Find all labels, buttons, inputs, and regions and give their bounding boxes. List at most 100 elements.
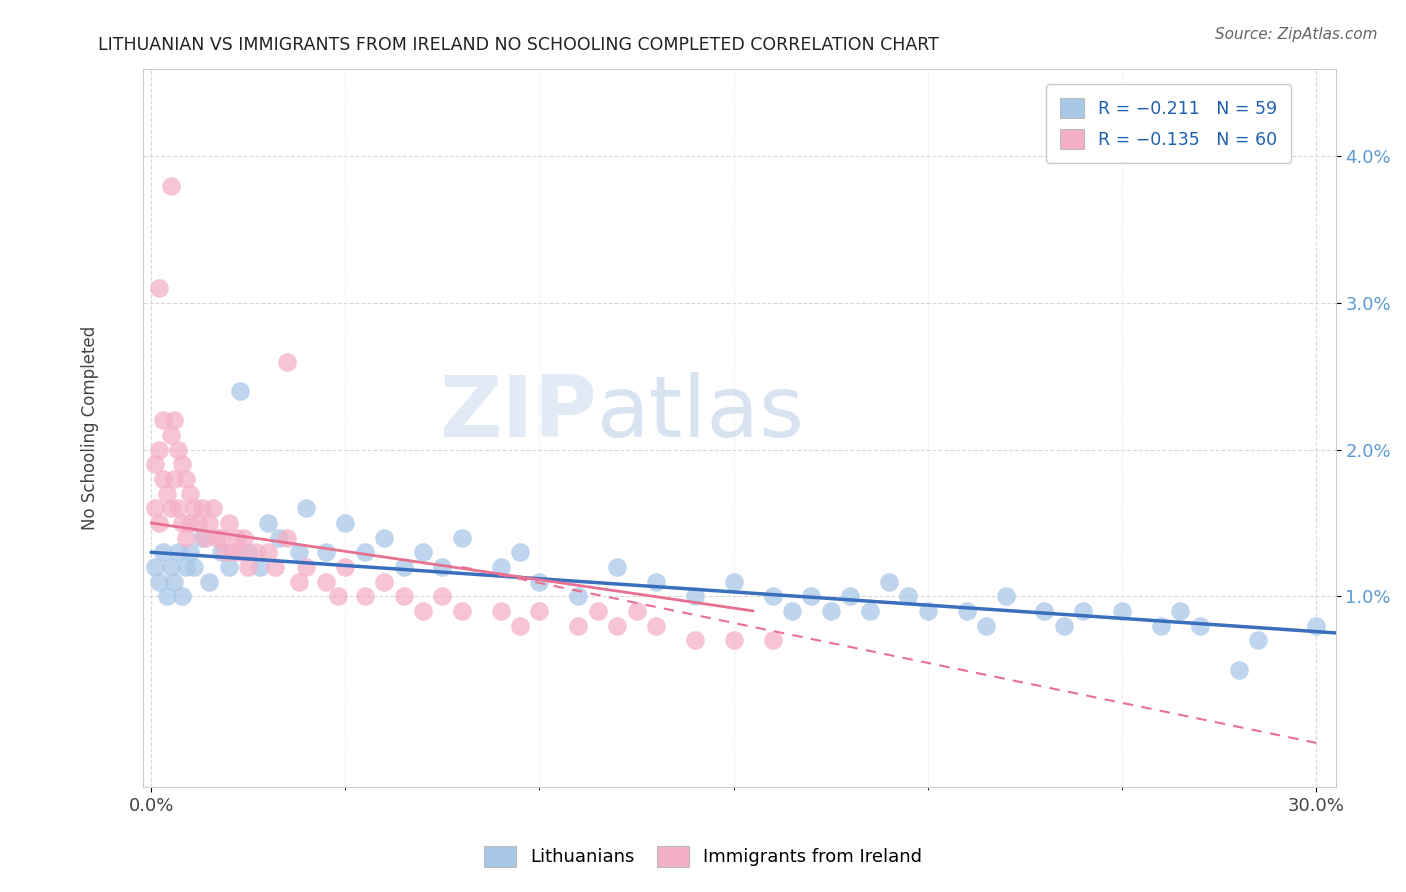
Point <box>645 574 668 589</box>
Point <box>723 633 745 648</box>
Text: LITHUANIAN VS IMMIGRANTS FROM IRELAND NO SCHOOLING COMPLETED CORRELATION CHART: LITHUANIAN VS IMMIGRANTS FROM IRELAND NO… <box>98 36 939 54</box>
Point <box>159 501 181 516</box>
Point <box>839 589 862 603</box>
Point <box>877 574 900 589</box>
Point <box>392 589 415 603</box>
Legend: R = −0.211   N = 59, R = −0.135   N = 60: R = −0.211 N = 59, R = −0.135 N = 60 <box>1046 85 1291 162</box>
Point <box>264 560 287 574</box>
Point <box>143 501 166 516</box>
Point <box>172 516 194 530</box>
Point <box>645 618 668 632</box>
Point <box>586 604 609 618</box>
Point <box>167 545 190 559</box>
Point <box>335 516 357 530</box>
Point <box>148 442 170 457</box>
Point <box>392 560 415 574</box>
Legend: Lithuanians, Immigrants from Ireland: Lithuanians, Immigrants from Ireland <box>477 838 929 874</box>
Point <box>723 574 745 589</box>
Point <box>190 501 212 516</box>
Point <box>218 560 240 574</box>
Point <box>276 531 298 545</box>
Point <box>245 545 267 559</box>
Point <box>1247 633 1270 648</box>
Point <box>567 589 589 603</box>
Point <box>209 531 232 545</box>
Point <box>1111 604 1133 618</box>
Point <box>606 618 628 632</box>
Point <box>256 516 278 530</box>
Text: ZIP: ZIP <box>439 372 596 455</box>
Point <box>1071 604 1094 618</box>
Point <box>567 618 589 632</box>
Point <box>761 633 783 648</box>
Point <box>221 545 243 559</box>
Point <box>353 589 375 603</box>
Point <box>218 516 240 530</box>
Point <box>172 458 194 472</box>
Point <box>800 589 823 603</box>
Text: No Schooling Completed: No Schooling Completed <box>80 326 98 530</box>
Point <box>256 545 278 559</box>
Point <box>225 531 247 545</box>
Point <box>152 472 174 486</box>
Point <box>148 281 170 295</box>
Point <box>159 178 181 193</box>
Point <box>761 589 783 603</box>
Point <box>529 574 551 589</box>
Point <box>529 604 551 618</box>
Point <box>1305 618 1327 632</box>
Point <box>143 560 166 574</box>
Point <box>174 531 197 545</box>
Point <box>1188 618 1211 632</box>
Point <box>174 472 197 486</box>
Point <box>780 604 803 618</box>
Point <box>179 486 201 500</box>
Point <box>269 531 291 545</box>
Point <box>450 531 472 545</box>
Point <box>205 531 228 545</box>
Point <box>156 486 179 500</box>
Point <box>163 574 186 589</box>
Point <box>159 428 181 442</box>
Text: atlas: atlas <box>596 372 804 455</box>
Point <box>509 618 531 632</box>
Point <box>606 560 628 574</box>
Point <box>152 545 174 559</box>
Point <box>683 589 706 603</box>
Point <box>152 413 174 427</box>
Point <box>917 604 939 618</box>
Point <box>897 589 920 603</box>
Point <box>412 604 434 618</box>
Point <box>820 604 842 618</box>
Point <box>858 604 880 618</box>
Point <box>198 516 221 530</box>
Point <box>194 531 217 545</box>
Point <box>190 531 212 545</box>
Point <box>450 604 472 618</box>
Point <box>202 501 225 516</box>
Point <box>159 560 181 574</box>
Point <box>276 355 298 369</box>
Point <box>163 413 186 427</box>
Point <box>626 604 648 618</box>
Point <box>179 545 201 559</box>
Point <box>1053 618 1076 632</box>
Point <box>148 574 170 589</box>
Point <box>238 545 260 559</box>
Point <box>295 501 318 516</box>
Point <box>167 501 190 516</box>
Point <box>167 442 190 457</box>
Point <box>489 604 512 618</box>
Point <box>315 574 337 589</box>
Point <box>156 589 179 603</box>
Point <box>315 545 337 559</box>
Point <box>143 458 166 472</box>
Point <box>994 589 1017 603</box>
Point <box>1227 663 1250 677</box>
Point <box>238 560 260 574</box>
Point <box>287 574 309 589</box>
Point <box>326 589 349 603</box>
Point <box>373 574 395 589</box>
Point <box>214 545 236 559</box>
Point <box>1150 618 1173 632</box>
